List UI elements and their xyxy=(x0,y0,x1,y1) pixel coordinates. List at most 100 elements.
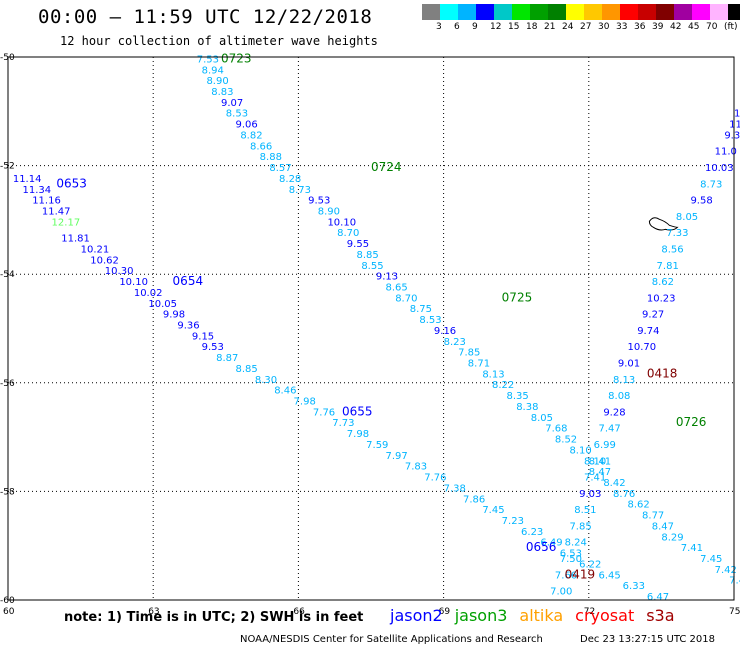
colorbar-swatch xyxy=(692,4,710,20)
wave-height-label: 8.70 xyxy=(395,293,417,304)
legend-entry: jason3 xyxy=(454,606,508,625)
wave-height-label: 8.35 xyxy=(507,391,529,402)
wave-height-label: 7.66 xyxy=(555,570,577,581)
wave-height-label: 10.21 xyxy=(81,244,110,255)
wave-height-label: 11.34 xyxy=(23,185,52,196)
x-tick-label: 60 xyxy=(3,607,15,617)
wave-height-label: 8.75 xyxy=(410,304,432,315)
wave-height-label: 9.27 xyxy=(642,310,664,321)
grid xyxy=(8,57,734,600)
wave-height-label: 8.23 xyxy=(444,337,466,348)
wave-height-label: 10.30 xyxy=(105,266,134,277)
data-marks: 7.538.948.908.839.078.539.068.828.668.88… xyxy=(13,51,740,603)
wave-height-label: 8.08 xyxy=(608,391,630,402)
colorbar-swatch xyxy=(440,4,458,20)
page-title: 00:00 – 11:59 UTC 12/22/2018 xyxy=(38,6,373,28)
wave-height-label: 11.1 xyxy=(729,120,740,131)
x-tick-label: 72 xyxy=(584,607,595,617)
wave-height-label: 8.41 xyxy=(589,456,611,467)
wave-height-label: 7.45 xyxy=(700,554,722,565)
wave-height-label: 6.53 xyxy=(560,549,582,560)
wave-height-label: 7.45 xyxy=(482,505,504,516)
wave-height-label: 8.42 xyxy=(603,478,625,489)
wave-height-label: 8.62 xyxy=(628,500,650,511)
wave-height-label: 10.10 xyxy=(327,217,356,228)
wave-height-label: 7.38 xyxy=(444,483,466,494)
colorbar-swatch xyxy=(674,4,692,20)
wave-height-label: 9.07 xyxy=(221,98,243,109)
wave-height-label: 8.29 xyxy=(661,532,683,543)
wave-height-label: 8.24 xyxy=(565,538,587,549)
colorbar-swatch xyxy=(656,4,674,20)
x-tick-label: 66 xyxy=(293,607,305,617)
wave-height-label: 8.13 xyxy=(613,375,635,386)
wave-height-label: 8.71 xyxy=(468,359,490,370)
wave-height-label: 8.66 xyxy=(250,141,272,152)
plot-frame xyxy=(7,56,735,601)
wave-height-label: 7.33 xyxy=(666,228,688,239)
wave-height-label: 7.00 xyxy=(550,587,572,598)
wave-height-label: 9.98 xyxy=(163,310,185,321)
wave-height-label: 8.65 xyxy=(386,282,408,293)
y-tick-label: -50 xyxy=(0,53,15,63)
wave-height-label: 8.83 xyxy=(211,87,233,98)
legend-entry: s3a xyxy=(646,606,675,625)
colorbar-swatch xyxy=(728,4,740,20)
wave-height-label: 8.30 xyxy=(255,375,277,386)
wave-height-label: 12.17 xyxy=(52,217,81,228)
wave-height-label: 7.76 xyxy=(313,407,335,418)
wave-height-label: 11.47 xyxy=(42,206,71,217)
wave-height-label: 6.33 xyxy=(623,581,645,592)
colorbar-label: 6 xyxy=(454,22,460,32)
colorbar-label: 39 xyxy=(652,22,664,32)
colorbar-swatch xyxy=(602,4,620,20)
colorbar-swatch xyxy=(476,4,494,20)
wave-height-label: 9.74 xyxy=(637,326,659,337)
colorbar-label: 30 xyxy=(598,22,610,32)
wave-height-label: 10.62 xyxy=(90,255,119,266)
wave-height-label: 6.99 xyxy=(594,440,616,451)
wave-height-label: 10.02 xyxy=(134,288,163,299)
wave-height-label: 8.82 xyxy=(240,130,262,141)
wave-height-label: 6.49 xyxy=(540,538,562,549)
x-tick-label: 75 xyxy=(729,607,740,617)
colorbar-label: 36 xyxy=(634,22,646,32)
wave-height-label: 11.16 xyxy=(32,196,61,207)
wave-height-label: 8.77 xyxy=(642,511,664,522)
wave-height-label: 8.90 xyxy=(318,206,340,217)
x-tick-label: 69 xyxy=(439,607,451,617)
wave-height-label: 7.42 xyxy=(715,565,737,576)
pass-time-label: 0419 xyxy=(565,567,596,581)
wave-height-label: 9.03 xyxy=(579,489,601,500)
wave-height-label: 8.10 xyxy=(569,445,591,456)
pass-time-label: 0653 xyxy=(56,176,87,190)
wave-height-label: 8.05 xyxy=(676,212,698,223)
colorbar-label: 24 xyxy=(562,22,574,32)
colorbar-swatch xyxy=(566,4,584,20)
wave-height-label: 9.16 xyxy=(434,326,456,337)
island-outline xyxy=(648,217,679,231)
colorbar-swatch xyxy=(530,4,548,20)
wave-height-label: 7.85 xyxy=(458,348,480,359)
colorbar-swatch xyxy=(584,4,602,20)
wave-height-label: 9.55 xyxy=(347,239,369,250)
wave-height-label: 8.87 xyxy=(216,353,238,364)
wave-height-label: 11.14 xyxy=(13,174,42,185)
wave-height-label: 8.85 xyxy=(235,364,257,375)
wave-height-label: 7.97 xyxy=(386,451,408,462)
pass-time-label: 0656 xyxy=(526,540,557,554)
wave-height-label: 8.73 xyxy=(700,179,722,190)
y-tick-label: -52 xyxy=(0,162,15,172)
x-tick-label: 63 xyxy=(148,607,159,617)
pass-time-label: 0725 xyxy=(502,290,533,304)
wave-height-label: 8.55 xyxy=(361,261,383,272)
wave-height-label: 7.59 xyxy=(366,440,388,451)
y-tick-label: -58 xyxy=(0,487,15,497)
axis-labels: 60 63 66 69 72 75 -50 -52 -54 -56 -58 -60 xyxy=(0,53,740,617)
colorbar-swatch xyxy=(422,4,440,20)
legend-entry: altika xyxy=(519,606,564,625)
satellite-legend: jason2 jason3 altika cryosat s3a xyxy=(390,606,675,625)
timestamp: Dec 23 13:27:15 UTC 2018 xyxy=(580,634,715,645)
credit-line: NOAA/NESDIS Center for Satellite Applica… xyxy=(240,634,543,645)
colorbar-swatch xyxy=(710,4,728,20)
